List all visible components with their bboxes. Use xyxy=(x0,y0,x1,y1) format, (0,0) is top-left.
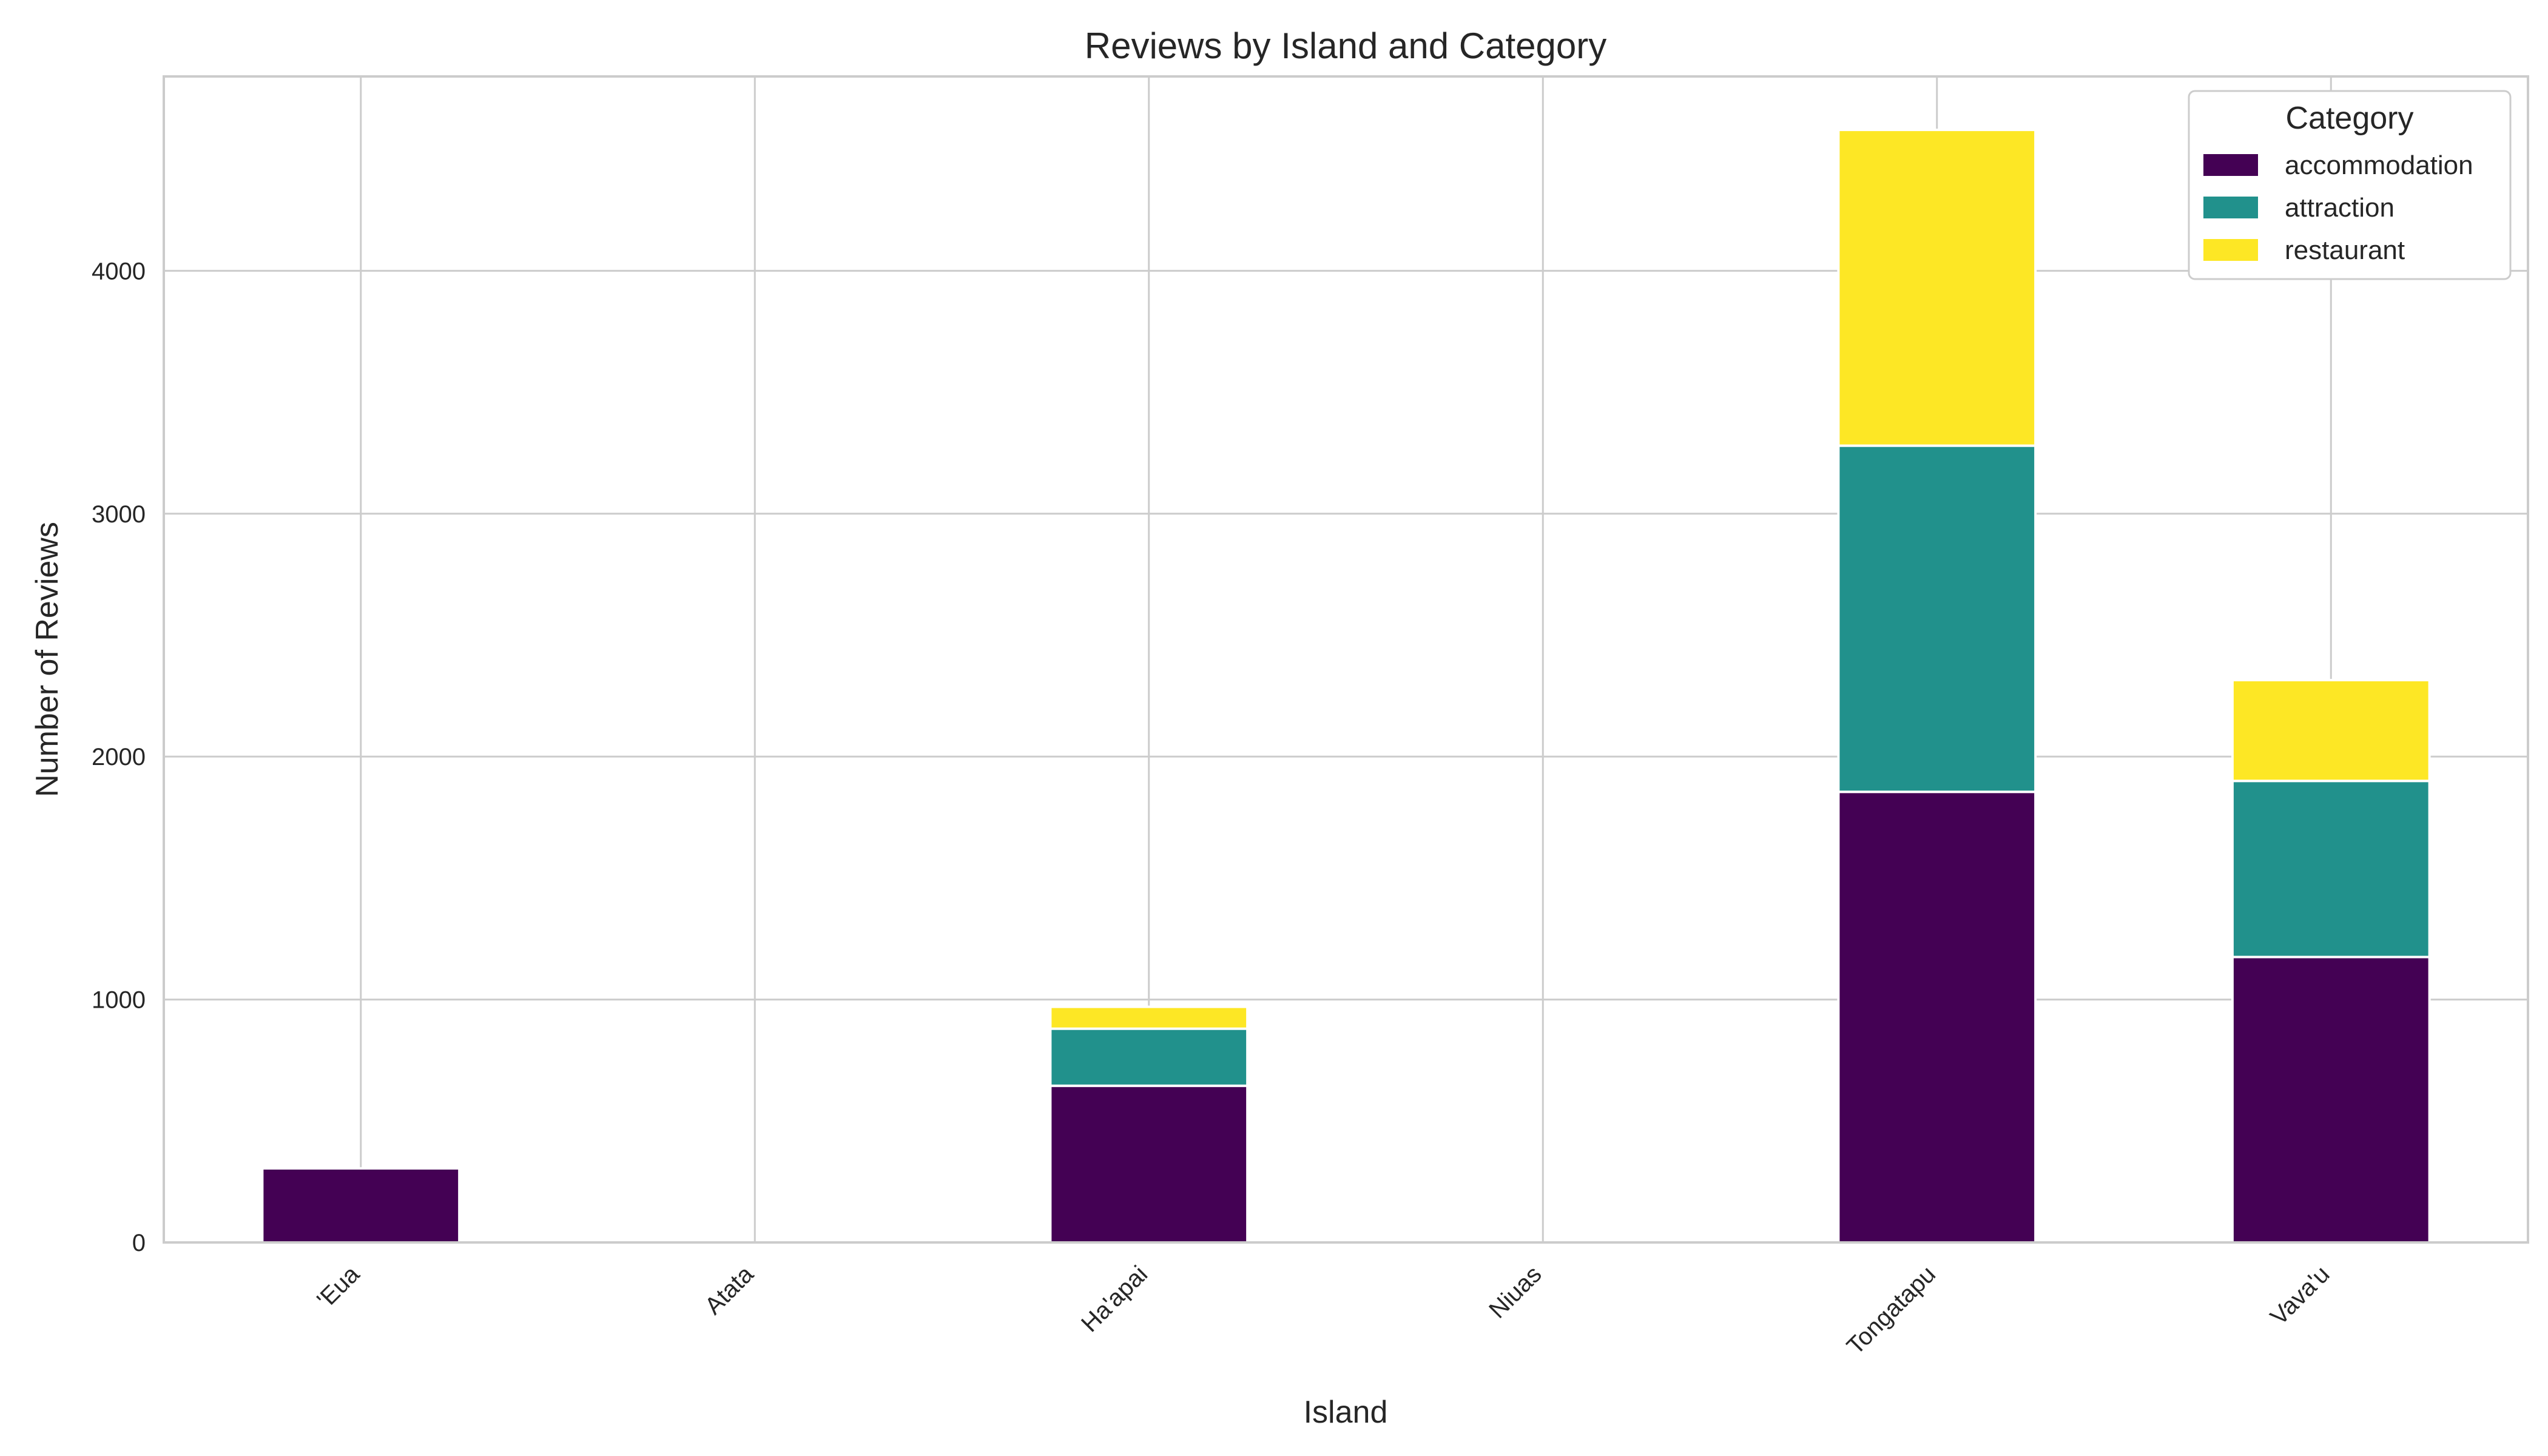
plot-frame xyxy=(163,75,2529,1244)
x-tick-label: 'Eua xyxy=(312,1261,365,1313)
y-tick-labels: 0 1000 2000 3000 4000 xyxy=(92,258,146,1256)
bars xyxy=(261,129,2431,1244)
legend-swatch-accommodation xyxy=(2203,154,2258,176)
legend-box xyxy=(2188,90,2512,280)
y-tick-label: 3000 xyxy=(92,501,146,528)
legend-swatch-attraction xyxy=(2203,197,2258,218)
legend-label-restaurant: restaurant xyxy=(2285,235,2405,265)
y-tick-label: 1000 xyxy=(92,987,146,1014)
bar-accommodation xyxy=(261,1167,461,1244)
x-tick-labels: 'Eua Atata Ha'apai Niuas Tongatapu Vava'u xyxy=(312,1261,2334,1360)
legend-label-attraction: attraction xyxy=(2285,193,2395,223)
x-tick-label: Atata xyxy=(699,1261,759,1320)
x-tick-label: Ha'apai xyxy=(1076,1261,1153,1337)
bar-attraction xyxy=(2231,780,2431,959)
gridlines xyxy=(164,76,2528,1244)
x-tick-label: Niuas xyxy=(1484,1261,1546,1323)
bar-accommodation xyxy=(1049,1084,1249,1244)
bar-restaurant xyxy=(1837,129,2037,447)
bar-restaurant xyxy=(1049,1005,1249,1030)
bar-accommodation xyxy=(1837,790,2037,1244)
bar-attraction xyxy=(1837,444,2037,794)
legend-label-accommodation: accommodation xyxy=(2285,150,2473,180)
legend: Category accommodation attraction restaura… xyxy=(2188,90,2512,280)
x-axis-label: Island xyxy=(1304,1395,1388,1430)
bar-restaurant xyxy=(2231,679,2431,783)
x-tick-label: Tongatapu xyxy=(1842,1261,1941,1360)
y-axis-label: Number of Reviews xyxy=(30,522,65,797)
x-tick-label: Vava'u xyxy=(2265,1261,2335,1330)
y-tick-label: 4000 xyxy=(92,258,146,285)
legend-items: accommodation attraction restaurant xyxy=(2203,150,2473,265)
y-tick-label: 0 xyxy=(132,1230,146,1256)
legend-swatch-restaurant xyxy=(2203,239,2258,261)
bar-accommodation xyxy=(2231,956,2431,1244)
legend-title: Category xyxy=(2286,101,2414,136)
chart-title: Reviews by Island and Category xyxy=(1085,25,1606,66)
bar-attraction xyxy=(1049,1027,1249,1087)
y-tick-label: 2000 xyxy=(92,744,146,770)
